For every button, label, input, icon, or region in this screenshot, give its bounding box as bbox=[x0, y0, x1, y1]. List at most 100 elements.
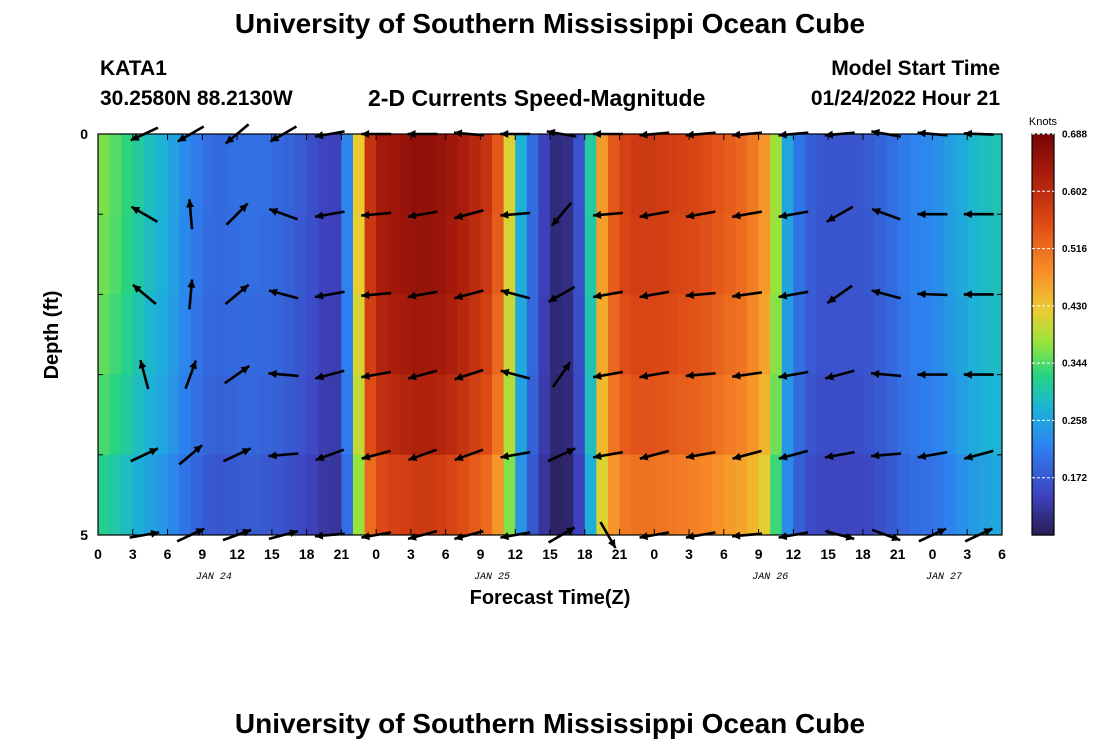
colorbar-segment bbox=[1032, 442, 1054, 448]
heatmap-cell bbox=[434, 454, 447, 535]
heatmap-cell bbox=[967, 454, 980, 535]
heatmap-cell bbox=[561, 214, 574, 295]
heatmap-cell bbox=[851, 454, 864, 535]
heatmap-cell bbox=[839, 294, 852, 376]
current-vector-arrow bbox=[314, 290, 345, 300]
heatmap-cell bbox=[828, 134, 841, 215]
heatmap-cell bbox=[944, 374, 957, 456]
heatmap-cell bbox=[955, 374, 968, 456]
colorbar-segment bbox=[1032, 250, 1054, 255]
current-vector-arrow bbox=[500, 368, 531, 380]
current-vector-arrow bbox=[639, 290, 670, 300]
model-start-label: Model Start Time bbox=[831, 57, 1000, 80]
x-axis-label: Forecast Time(Z) bbox=[470, 587, 631, 609]
heatmap-cell bbox=[271, 214, 285, 295]
heatmap-cell bbox=[341, 454, 354, 535]
heatmap-cell bbox=[584, 134, 597, 215]
heatmap-cell bbox=[735, 134, 748, 215]
heatmap-cell bbox=[967, 294, 980, 376]
current-vector-arrow bbox=[917, 210, 948, 219]
heatmap-cell bbox=[248, 214, 261, 295]
heatmap-cell bbox=[990, 294, 1002, 376]
chart-title-bottom: University of Southern Mississippi Ocean… bbox=[234, 708, 866, 739]
colorbar-segment bbox=[1032, 490, 1054, 496]
heatmap-cell bbox=[515, 454, 528, 535]
heatmap-cell bbox=[932, 134, 945, 215]
current-vector-arrow bbox=[917, 450, 948, 460]
colorbar-segment bbox=[1032, 334, 1054, 340]
colorbar-segment bbox=[1032, 278, 1054, 283]
heatmap-cell bbox=[492, 134, 505, 215]
heatmap-cell bbox=[202, 214, 215, 295]
heatmap-cell bbox=[225, 134, 238, 215]
heatmap-cell bbox=[306, 134, 319, 215]
heatmap-cell bbox=[376, 294, 389, 376]
colorbar-segment bbox=[1032, 254, 1054, 259]
current-vector-arrow bbox=[824, 450, 855, 460]
colorbar-segment bbox=[1032, 226, 1054, 231]
x-tick-label: 3 bbox=[685, 546, 693, 562]
heatmap-cell bbox=[770, 214, 783, 295]
heatmap-cell bbox=[109, 134, 122, 215]
station-id: KATA1 bbox=[100, 57, 167, 80]
colorbar-segment bbox=[1032, 382, 1054, 388]
heatmap-cell bbox=[248, 454, 261, 535]
current-vector-arrow bbox=[224, 364, 251, 385]
heatmap-cell bbox=[886, 214, 899, 295]
heatmap-cell bbox=[816, 214, 829, 295]
current-vector-arrow bbox=[222, 447, 252, 463]
heatmap-cell bbox=[387, 134, 400, 215]
heatmap-cell bbox=[121, 214, 134, 295]
current-vector-arrow bbox=[871, 451, 902, 460]
x-tick-label: 21 bbox=[334, 546, 350, 562]
colorbar-segment bbox=[1032, 438, 1054, 444]
heatmap-cell bbox=[341, 374, 354, 456]
heatmap-cell bbox=[619, 134, 632, 215]
heatmap-cell bbox=[781, 134, 794, 215]
heatmap-cell bbox=[631, 294, 644, 376]
heatmap-cell bbox=[121, 134, 134, 215]
heatmap-cell bbox=[689, 374, 702, 456]
heatmap-cell bbox=[816, 134, 829, 215]
heatmap-cell bbox=[723, 214, 737, 295]
current-vector-arrow bbox=[551, 361, 572, 388]
colorbar-segment bbox=[1032, 398, 1054, 404]
heatmap-cell bbox=[503, 454, 516, 535]
heatmap-cell bbox=[920, 134, 934, 215]
heatmap-cell bbox=[132, 294, 145, 376]
heatmap-cell bbox=[202, 454, 215, 535]
heatmap-cell bbox=[492, 294, 505, 376]
colorbar-segment bbox=[1032, 522, 1054, 528]
heatmap-cell bbox=[712, 294, 725, 376]
heatmap-cell bbox=[828, 454, 841, 535]
heatmap-cell bbox=[121, 294, 134, 376]
heatmap-cell bbox=[909, 214, 922, 295]
y-tick-label: 0 bbox=[80, 126, 88, 142]
heatmap-cell bbox=[422, 454, 435, 535]
heatmap-cell bbox=[376, 374, 389, 456]
heatmap-cell bbox=[990, 214, 1002, 295]
heatmap-cell bbox=[816, 374, 829, 456]
heatmap-cell bbox=[283, 454, 296, 535]
heatmap-cell bbox=[190, 454, 203, 535]
heatmap-cell bbox=[862, 454, 876, 535]
heatmap-cell bbox=[561, 454, 574, 535]
current-vector-arrow bbox=[186, 199, 195, 230]
current-vector-arrow bbox=[592, 210, 624, 219]
heatmap-cell bbox=[399, 134, 412, 215]
heatmap-cell bbox=[155, 454, 169, 535]
current-vector-arrow bbox=[685, 291, 716, 299]
heatmap-cell bbox=[167, 214, 180, 295]
heatmap-cell bbox=[886, 374, 899, 456]
colorbar-segment bbox=[1032, 446, 1054, 452]
colorbar-segment bbox=[1032, 498, 1054, 504]
heatmap-cell bbox=[202, 374, 215, 456]
heatmap-cell bbox=[781, 294, 794, 376]
colorbar-segment bbox=[1032, 514, 1054, 520]
heatmap-cell bbox=[306, 374, 319, 456]
heatmap-cell bbox=[167, 454, 180, 535]
heatmap-cell bbox=[573, 454, 586, 535]
heatmap-cell bbox=[874, 294, 887, 376]
heatmap-cell bbox=[909, 454, 922, 535]
heatmap-cell bbox=[631, 134, 644, 215]
